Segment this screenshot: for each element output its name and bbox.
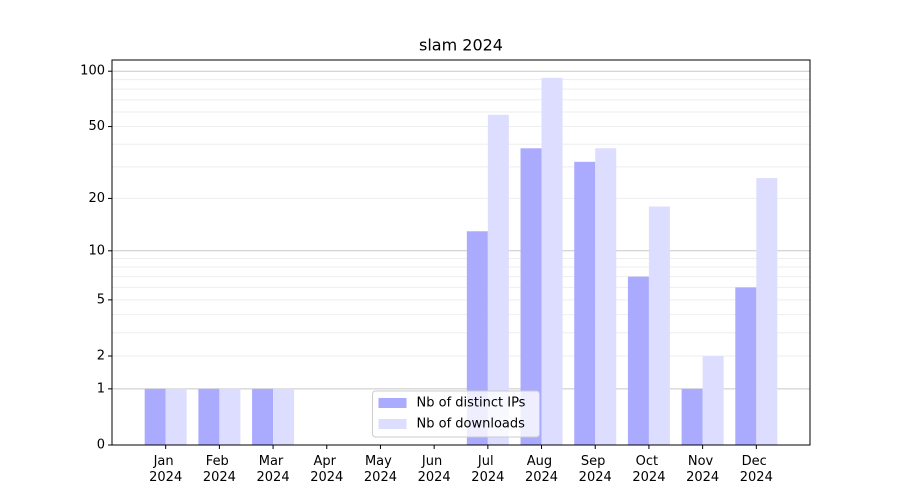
x-tick-label: Sep 2024 [579, 454, 612, 485]
legend-label: Nb of downloads [417, 417, 526, 432]
legend-label: Nb of distinct IPs [417, 396, 526, 411]
bar [165, 388, 187, 445]
y-tick-label: 5 [97, 292, 105, 307]
bar [273, 388, 295, 445]
legend-swatch [378, 419, 407, 429]
x-tick-label: Jan 2024 [149, 454, 182, 485]
x-tick-label: Nov 2024 [686, 454, 719, 485]
plot-frame [111, 59, 811, 446]
x-tick-label: Jul 2024 [471, 454, 504, 485]
x-tick-label: Aug 2024 [525, 454, 558, 485]
y-tick-label: 100 [80, 64, 105, 79]
x-tick-label: Oct 2024 [632, 454, 665, 485]
bar [541, 77, 563, 445]
x-tick-label: Mar 2024 [257, 454, 290, 485]
x-tick-label: Apr 2024 [310, 454, 343, 485]
bar [144, 388, 166, 445]
y-tick-label: 20 [88, 191, 105, 206]
bar [702, 356, 724, 445]
bar [627, 276, 649, 445]
legend-swatch [378, 398, 407, 408]
y-tick-label: 10 [88, 243, 105, 258]
legend-box [372, 390, 540, 438]
bar [756, 178, 778, 446]
bar [574, 161, 596, 445]
bar [595, 148, 617, 445]
y-tick-label: 2 [97, 349, 105, 364]
bar [198, 388, 220, 445]
bar [648, 206, 670, 445]
x-tick-label: Feb 2024 [203, 454, 236, 485]
bar [487, 114, 509, 446]
bar [681, 388, 703, 445]
chart-title: slam 2024 [419, 36, 503, 55]
bar [735, 287, 757, 445]
y-tick-label: 1 [97, 381, 105, 396]
x-tick-label: Jun 2024 [418, 454, 451, 485]
x-tick-label: Dec 2024 [740, 454, 773, 485]
bar [219, 388, 241, 445]
x-tick-label: May 2024 [364, 454, 397, 485]
y-tick-label: 0 [97, 438, 105, 453]
bar [520, 148, 542, 445]
bar [252, 388, 274, 445]
y-tick-label: 50 [88, 119, 105, 134]
